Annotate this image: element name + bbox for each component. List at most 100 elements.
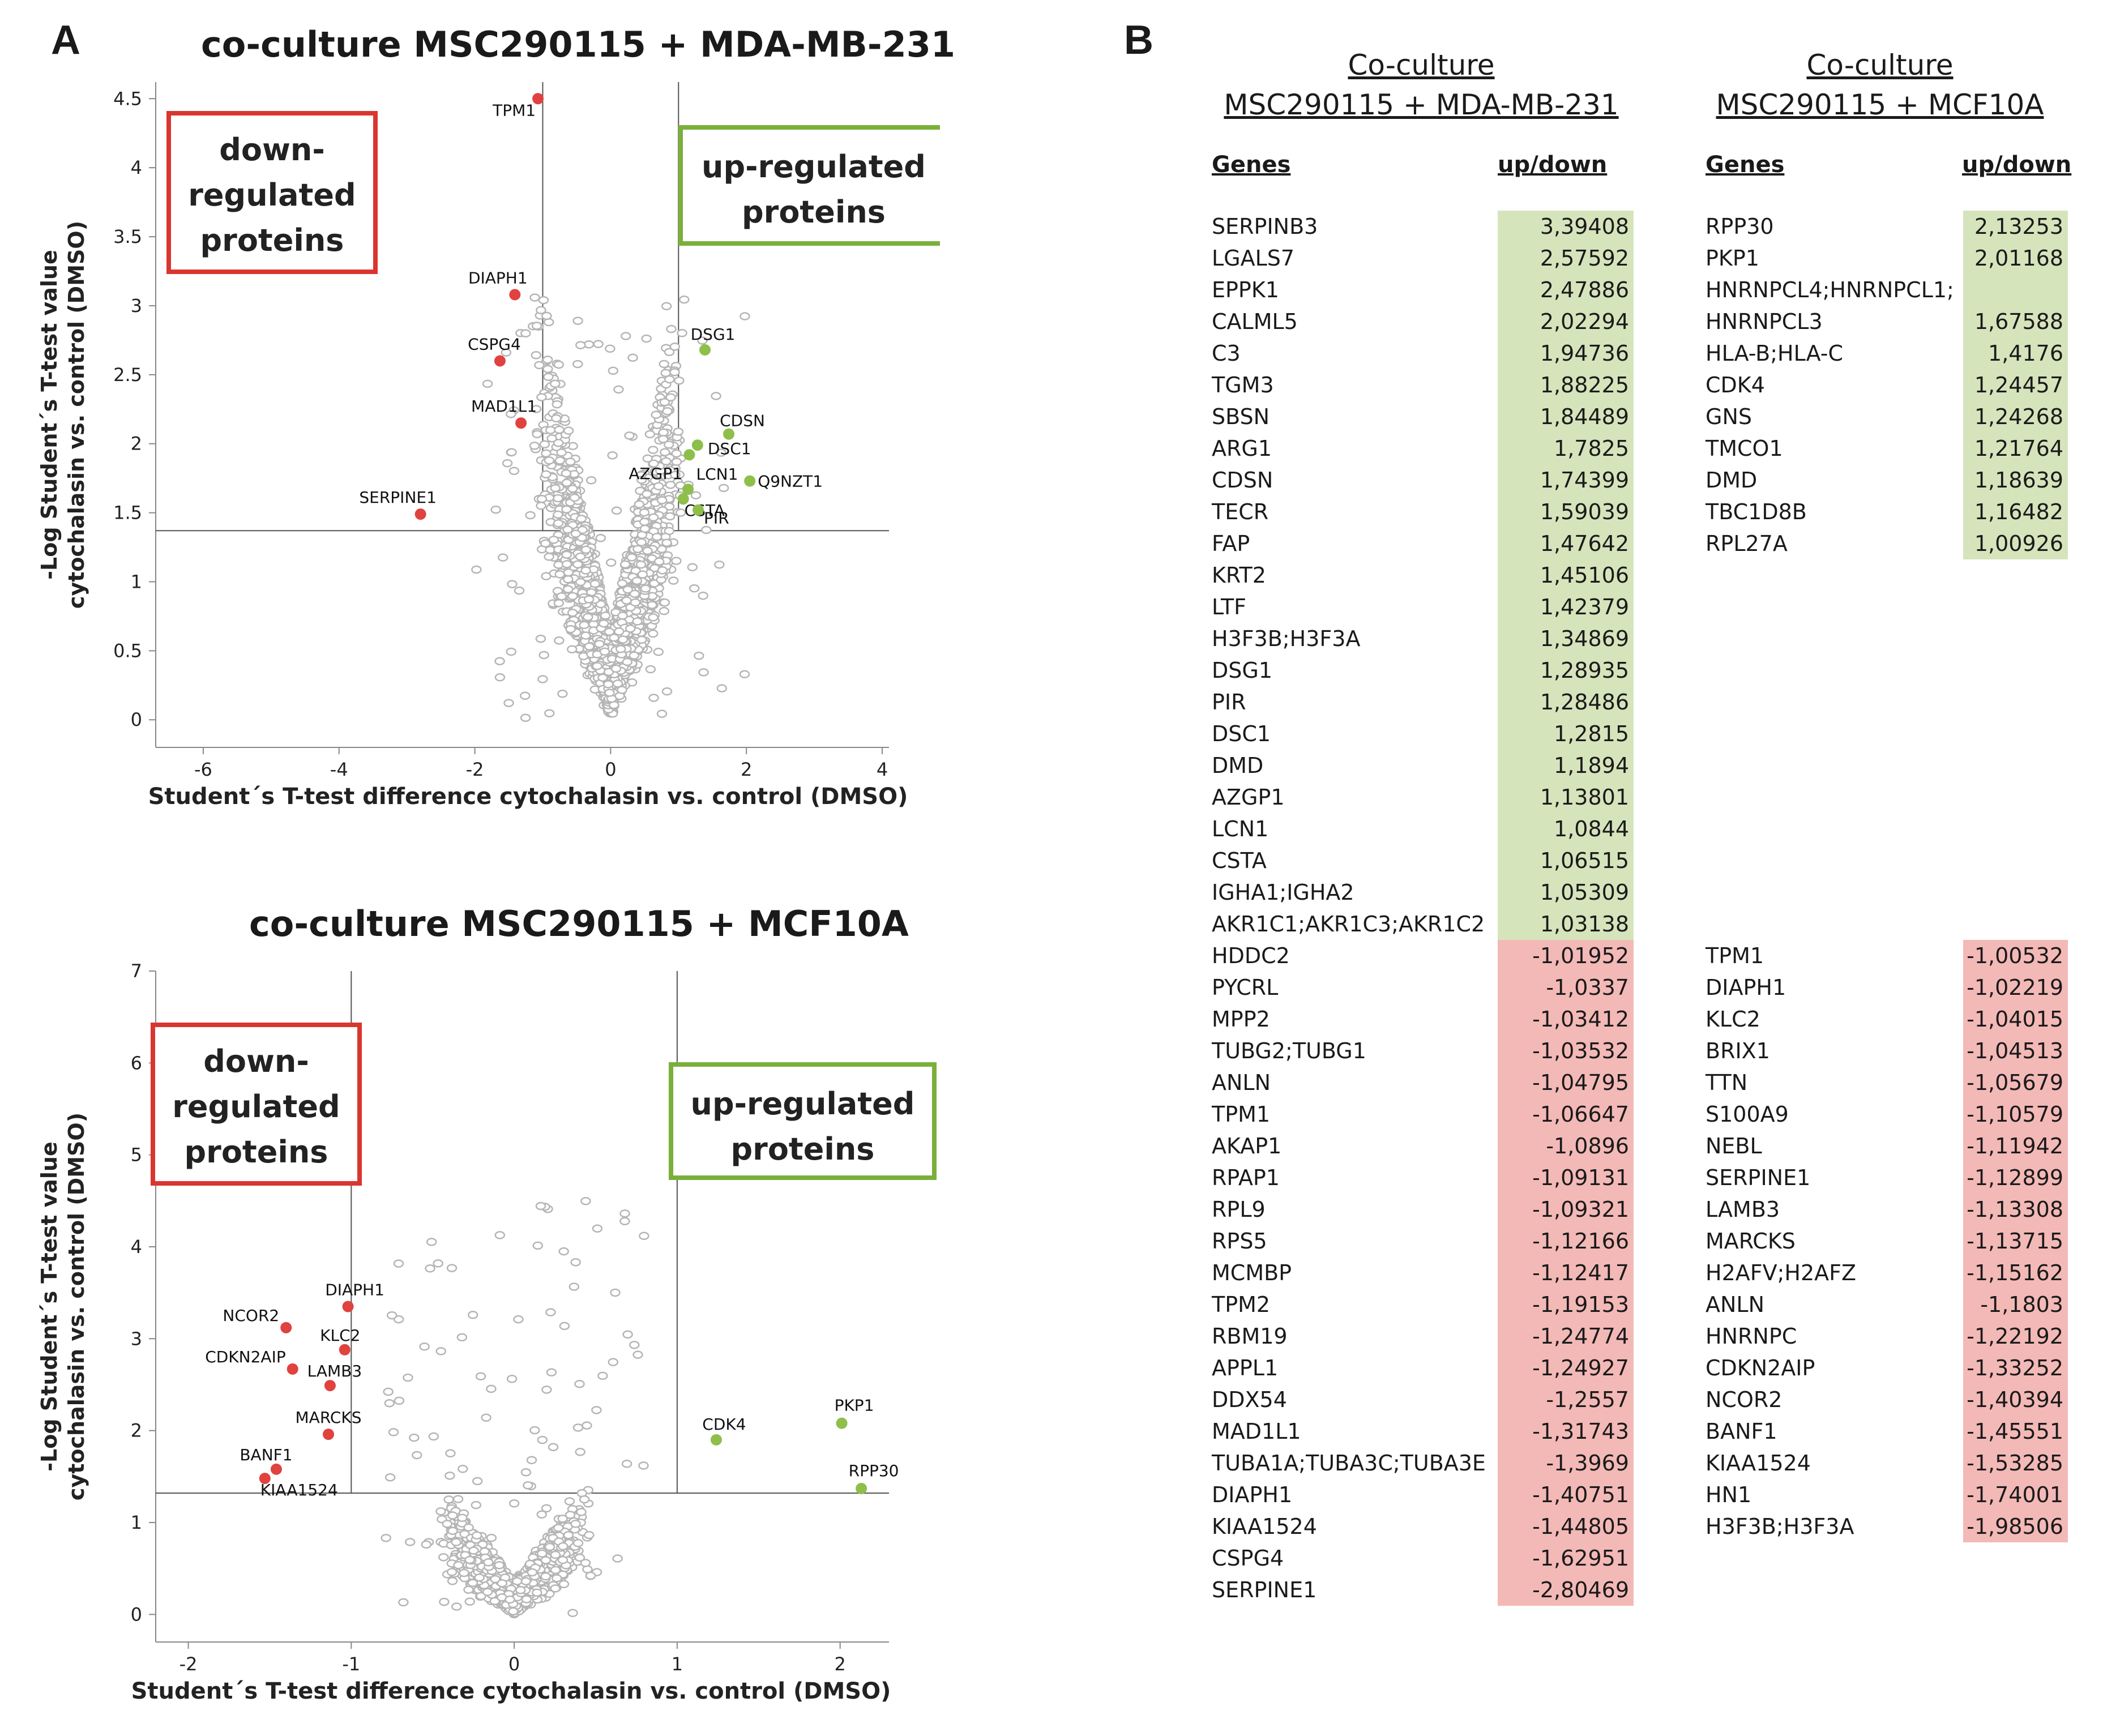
- up-box-text: up-regulated: [702, 149, 926, 185]
- background-point: [570, 1258, 581, 1267]
- background-point: [615, 645, 626, 653]
- y-axis-title-line1: -Log Student´s T-test value: [37, 250, 62, 579]
- background-point: [482, 379, 493, 388]
- background-point: [666, 324, 677, 333]
- background-point: [627, 353, 638, 362]
- background-point: [639, 518, 650, 526]
- background-point: [580, 1559, 591, 1567]
- background-point: [546, 434, 557, 443]
- background-point: [651, 411, 661, 419]
- background-point: [669, 368, 680, 377]
- background-point: [535, 634, 546, 643]
- background-point: [561, 469, 572, 478]
- point-label: DSC1: [708, 439, 751, 458]
- background-point: [541, 1386, 552, 1394]
- background-point: [472, 1477, 483, 1486]
- background-point: [550, 484, 561, 493]
- background-point: [619, 560, 631, 568]
- background-point: [541, 470, 552, 478]
- point-label: DIAPH1: [468, 268, 528, 287]
- background-point: [419, 1342, 430, 1351]
- background-point: [636, 635, 647, 644]
- background-point: [716, 448, 726, 457]
- background-point: [439, 1597, 450, 1606]
- y-tick-label: 2: [131, 1420, 142, 1442]
- background-point: [506, 410, 516, 418]
- background-point: [513, 1315, 524, 1324]
- background-point: [463, 1523, 474, 1532]
- y-tick-label: 0: [131, 709, 142, 730]
- point-label: MAD1L1: [471, 397, 537, 416]
- background-point: [651, 532, 662, 541]
- x-tick-label: -6: [194, 759, 212, 780]
- background-point: [481, 1413, 491, 1422]
- y-tick-label: 4.5: [113, 88, 142, 109]
- background-point: [620, 332, 631, 340]
- background-point: [648, 694, 659, 702]
- background-point: [529, 441, 540, 450]
- background-point: [381, 1533, 391, 1542]
- up-box-text: proteins: [742, 194, 886, 230]
- background-point: [552, 400, 562, 409]
- background-point: [520, 691, 531, 700]
- background-point: [535, 1201, 546, 1211]
- background-point: [384, 1399, 395, 1408]
- down-box-text: regulated: [188, 177, 356, 213]
- background-point: [468, 1546, 479, 1555]
- background-point: [554, 570, 565, 579]
- background-point: [557, 689, 568, 698]
- background-point: [632, 617, 643, 626]
- background-point: [550, 379, 561, 388]
- background-point: [557, 1515, 568, 1523]
- background-point: [579, 621, 589, 630]
- background-point: [610, 1288, 621, 1297]
- background-point: [714, 560, 725, 569]
- background-point: [458, 1465, 468, 1473]
- background-point: [576, 515, 587, 523]
- background-point: [617, 579, 628, 588]
- panel-a-label: A: [51, 18, 80, 63]
- x-tick-label: 0: [508, 1653, 520, 1675]
- background-point: [610, 664, 622, 673]
- x-tick-label: -2: [466, 759, 484, 780]
- background-point: [671, 557, 682, 565]
- background-point: [636, 476, 647, 484]
- background-point: [531, 322, 542, 330]
- background-point: [698, 591, 708, 600]
- background-point: [544, 552, 554, 561]
- background-point: [534, 361, 545, 370]
- background-point: [605, 344, 615, 353]
- y-tick-label: 1: [131, 1512, 142, 1533]
- background-point: [445, 1449, 456, 1458]
- background-point: [653, 482, 664, 490]
- background-point: [605, 558, 617, 567]
- background-point: [580, 566, 591, 575]
- background-point: [634, 500, 645, 508]
- volcano-plot-mda: 00.511.522.533.544.5-6 -4 -2 0 2 4TPM1DIAPH1C…: [37, 82, 940, 810]
- background-point: [572, 317, 583, 325]
- background-point: [665, 393, 676, 401]
- background-point: [561, 505, 572, 514]
- y-tick-label: 0.5: [113, 640, 142, 661]
- background-point: [656, 496, 668, 504]
- background-point: [388, 1428, 399, 1436]
- background-point: [599, 619, 609, 628]
- background-point: [614, 627, 625, 636]
- background-point: [648, 513, 659, 522]
- background-point: [622, 1330, 633, 1339]
- background-point: [398, 1598, 409, 1607]
- background-point: [575, 341, 586, 349]
- background-point: [451, 1602, 462, 1611]
- background-point: [383, 1387, 394, 1396]
- background-point: [574, 1380, 585, 1388]
- background-point: [569, 1282, 580, 1291]
- background-point: [502, 459, 513, 468]
- background-point: [531, 405, 542, 413]
- background-point: [629, 1341, 640, 1349]
- x-tick-label: 2: [741, 759, 752, 780]
- background-point: [612, 1554, 623, 1563]
- background-proteins: [381, 1196, 649, 1619]
- background-point: [554, 636, 565, 645]
- background-point: [600, 611, 611, 620]
- point-down-cspg4: [494, 355, 506, 367]
